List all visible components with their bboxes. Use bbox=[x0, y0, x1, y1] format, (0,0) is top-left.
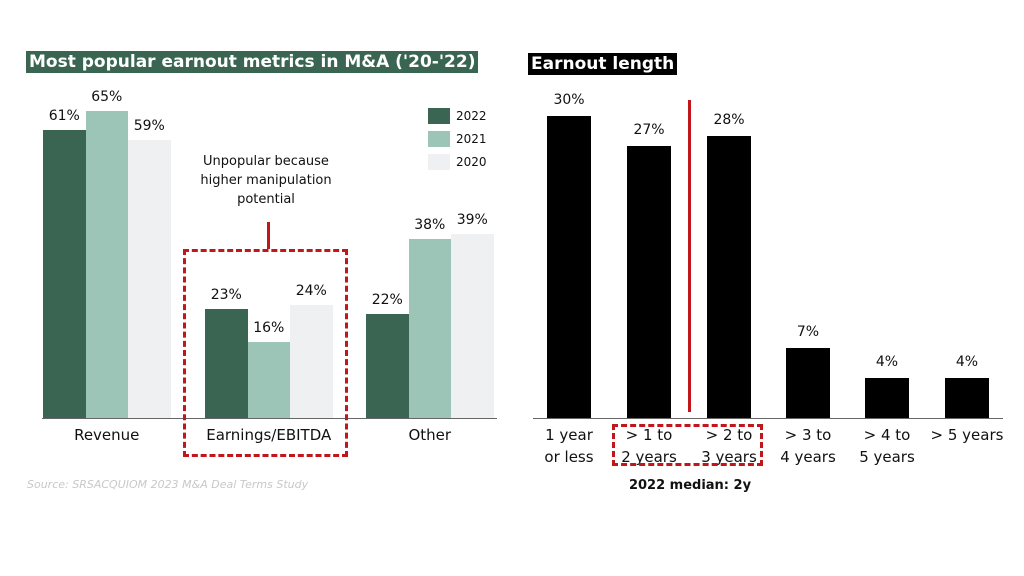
category-label: > 2 to bbox=[705, 426, 753, 444]
annotation-connector bbox=[267, 222, 270, 249]
category-label: or less bbox=[544, 448, 594, 466]
left-chart-title: Most popular earnout metrics in M&A ('20… bbox=[26, 51, 479, 73]
data-label: 30% bbox=[553, 91, 585, 108]
data-label: 4% bbox=[875, 353, 899, 370]
category-label: > 3 to bbox=[784, 426, 832, 444]
data-label: 28% bbox=[713, 112, 745, 129]
left-x-axis bbox=[42, 418, 497, 419]
data-label: 59% bbox=[133, 117, 165, 134]
legend-swatch-2022 bbox=[428, 108, 450, 124]
bar-2021 bbox=[247, 342, 290, 418]
highlight-box-earnings bbox=[183, 249, 348, 457]
annotation-unpopular: Unpopular because higher manipulation po… bbox=[200, 154, 332, 207]
bar-earnout-length bbox=[786, 347, 830, 418]
median-label: 2022 median: 2y bbox=[628, 478, 752, 493]
bar-earnout-length bbox=[707, 136, 751, 418]
category-label: Other bbox=[408, 426, 452, 444]
data-label: 22% bbox=[371, 292, 403, 309]
data-label: 16% bbox=[253, 320, 285, 337]
category-label: 4 years bbox=[780, 448, 836, 466]
data-label: 23% bbox=[210, 287, 242, 304]
bar-2022 bbox=[366, 314, 409, 418]
category-label: Revenue bbox=[74, 426, 140, 444]
data-label: 38% bbox=[414, 216, 446, 233]
legend-label-2021: 2021 bbox=[456, 132, 487, 146]
bar-2020 bbox=[451, 233, 494, 418]
legend-swatch-2020 bbox=[428, 154, 450, 170]
bar-2022 bbox=[205, 309, 248, 418]
median-line bbox=[688, 100, 691, 412]
data-label: 39% bbox=[456, 211, 488, 228]
data-label: 61% bbox=[48, 108, 80, 125]
source-note: Source: SRSACQUIOM 2023 M&A Deal Terms S… bbox=[27, 478, 309, 491]
bar-earnout-length bbox=[945, 377, 989, 418]
bar-2022 bbox=[43, 130, 86, 418]
highlight-box-median bbox=[612, 424, 763, 466]
bar-earnout-length bbox=[865, 377, 909, 418]
category-label: > 5 years bbox=[930, 426, 1004, 444]
bar-2021 bbox=[85, 111, 128, 418]
data-label: 27% bbox=[633, 122, 665, 139]
category-label: 2 years bbox=[621, 448, 677, 466]
data-label: 4% bbox=[955, 353, 979, 370]
data-label: 7% bbox=[796, 323, 820, 340]
category-label: 3 years bbox=[701, 448, 757, 466]
right-chart-title: Earnout length bbox=[528, 53, 678, 75]
bar-2021 bbox=[408, 238, 451, 418]
data-label: 24% bbox=[295, 282, 327, 299]
legend-label-2022: 2022 bbox=[456, 109, 487, 123]
bar-2020 bbox=[128, 139, 171, 418]
category-label: Earnings/EBITDA bbox=[206, 426, 332, 444]
category-label: > 4 to bbox=[863, 426, 911, 444]
bar-earnout-length bbox=[547, 115, 591, 418]
data-label: 65% bbox=[91, 89, 123, 106]
category-label: 1 year bbox=[545, 426, 593, 444]
bar-2020 bbox=[290, 304, 333, 418]
right-x-axis bbox=[533, 418, 1003, 419]
legend-label-2020: 2020 bbox=[456, 155, 487, 169]
bar-earnout-length bbox=[627, 146, 671, 418]
category-label: 5 years bbox=[859, 448, 915, 466]
legend-swatch-2021 bbox=[428, 131, 450, 147]
category-label: > 1 to bbox=[625, 426, 673, 444]
